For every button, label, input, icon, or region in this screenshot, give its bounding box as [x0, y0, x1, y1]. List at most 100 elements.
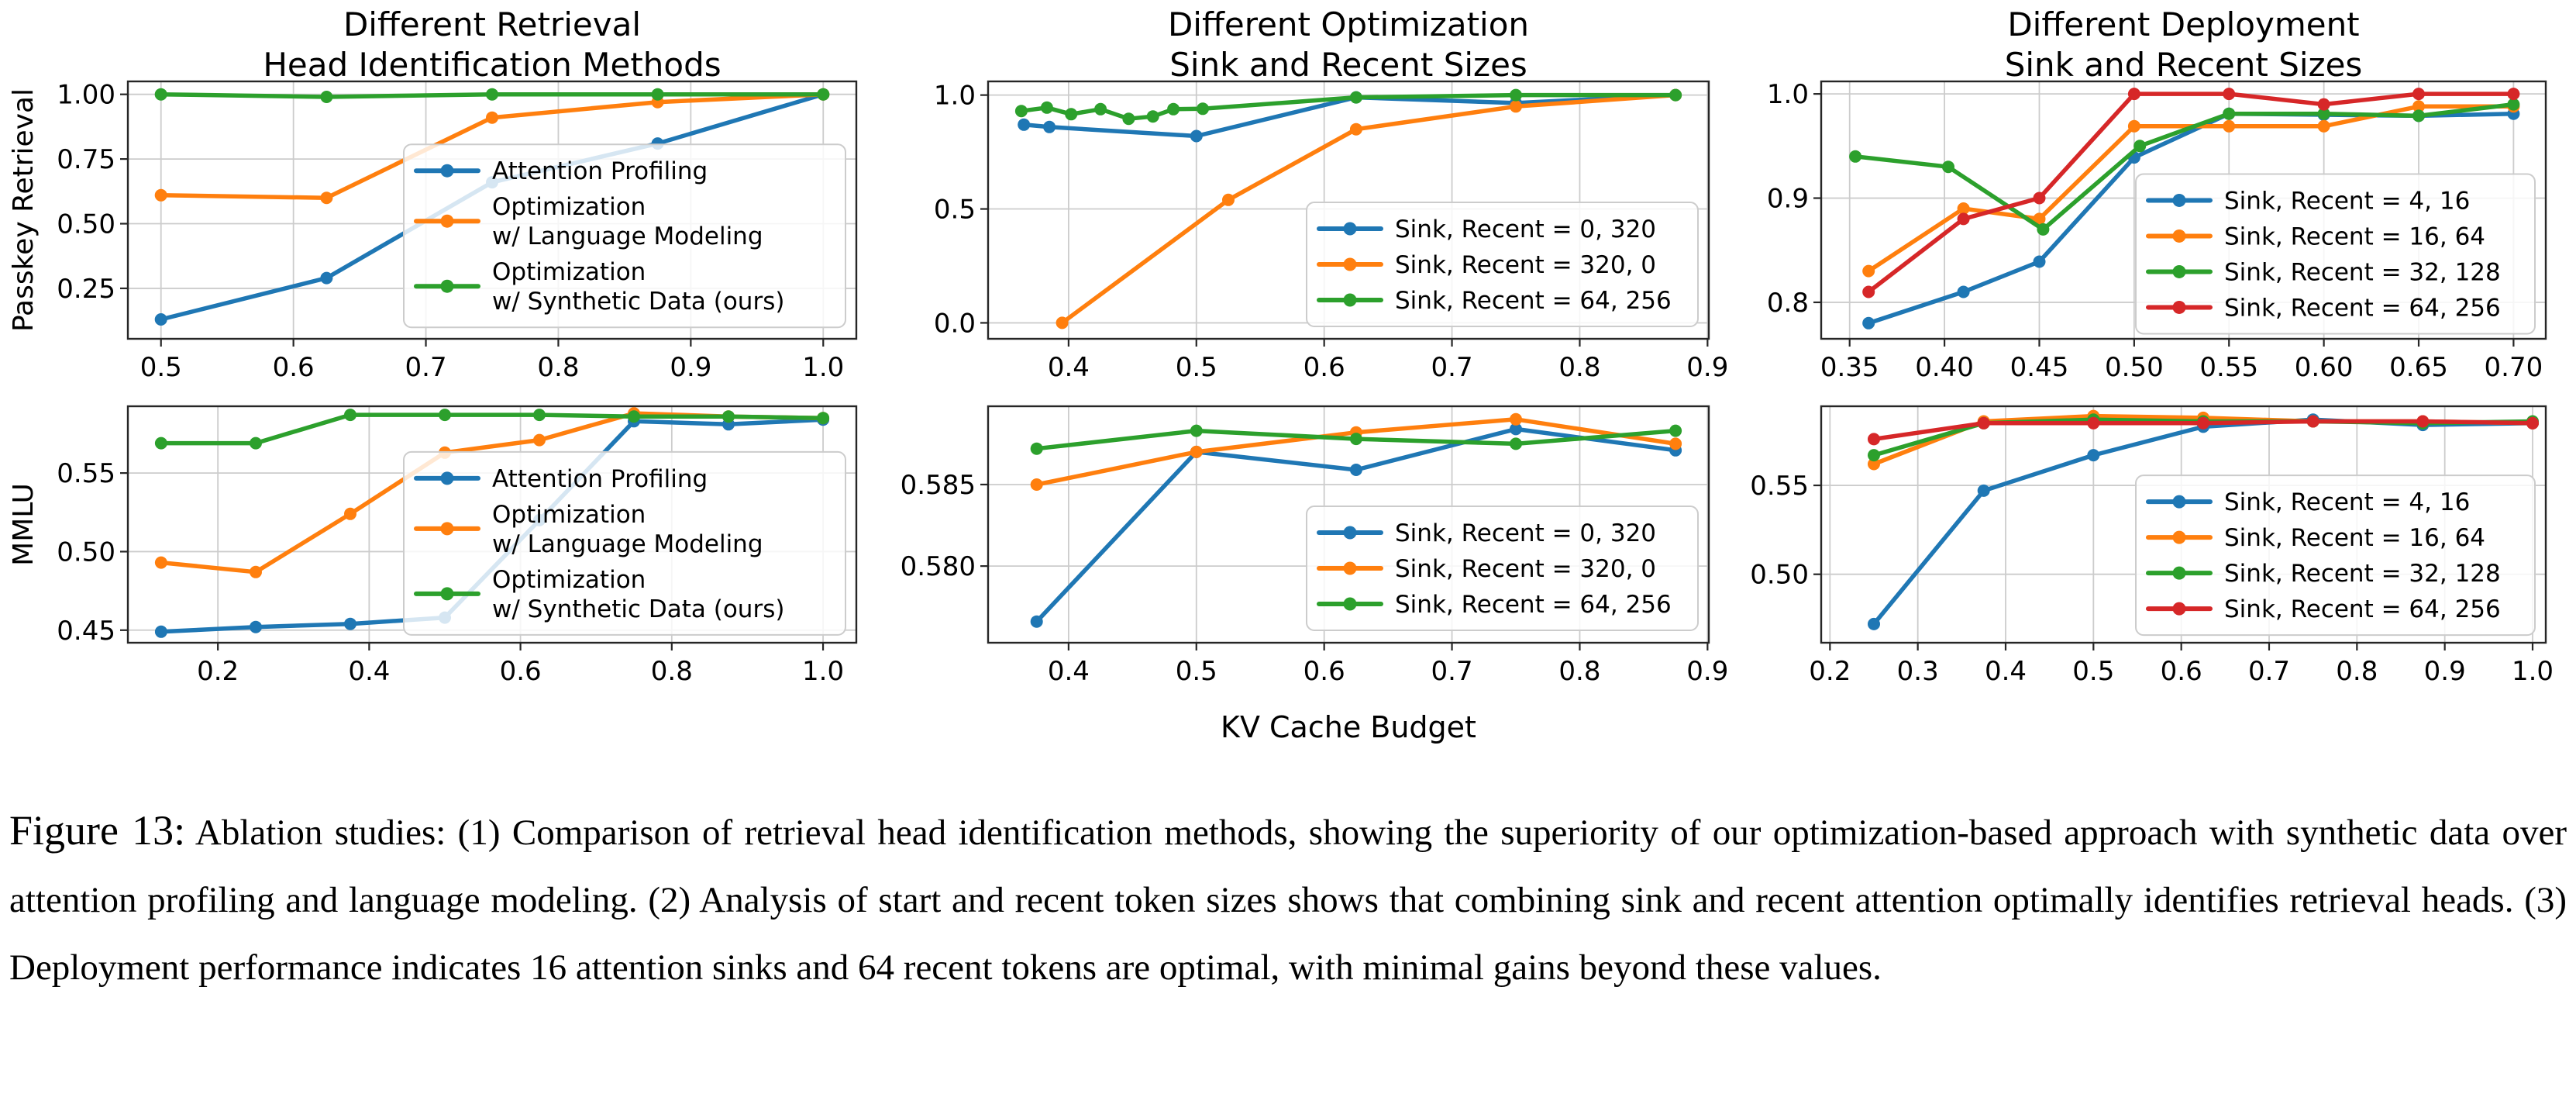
plot-border [1820, 405, 2547, 644]
legend-label: Sink, Recent = 0, 320 [1395, 519, 1656, 547]
y-tick-label: 0.75 [57, 144, 115, 175]
charts-grid: 0.5 0.6 0.7 0.8 0.9 1.0 0.25 0.50 0.75 1.00 Differ… [0, 0, 2576, 758]
x-tick-label: 0.5 [1176, 352, 1217, 383]
legend-marker [1343, 293, 1357, 307]
chart-deployment-sink-recent-passkey: 0.35 0.40 0.45 0.50 0.55 0.60 0.65 0.70 0.8 0.9 1.… [1740, 0, 2576, 400]
legend-label: w/ Synthetic Data (ours) [492, 288, 784, 316]
legend-label: Sink, Recent = 16, 64 [2224, 524, 2485, 552]
figure-caption: Figure 13: Ablation studies: (1) Compari… [0, 797, 2576, 1002]
x-tick-label: 0.6 [2161, 656, 2202, 687]
legend-marker [440, 164, 454, 178]
x-tick-label: 0.35 [1820, 352, 1879, 383]
x-tick-label: 0.65 [2389, 352, 2448, 383]
y-tick-label: 0.580 [901, 551, 976, 582]
legend-label: Attention Profiling [492, 157, 708, 185]
chart-deployment-sink-recent-mmlu: 0.2 0.3 0.4 0.5 0.6 0.7 0.8 0.9 1.0 0.50 0.55 Sink,… [1740, 400, 2576, 758]
legend-marker [2172, 264, 2186, 278]
x-tick-label: 0.8 [537, 352, 579, 383]
legend-label: Optimization [492, 566, 646, 594]
svg-text:Different Retrieval: Different Retrieval [343, 5, 641, 43]
chart-svg: 0.4 0.5 0.6 0.7 0.8 0.9 0.580 0.585 KV Cache Bud… [901, 405, 1729, 744]
y-tick-label: 0.0 [934, 308, 976, 339]
x-tick-label: 0.7 [405, 352, 447, 383]
axis-ticks: 0.5 0.6 0.7 0.8 0.9 1.0 0.25 0.50 0.75 1.00 [57, 80, 844, 383]
x-tick-label: 0.4 [348, 656, 390, 687]
x-tick-label: 0.7 [1431, 352, 1473, 383]
svg-text:Different Optimization: Different Optimization [1168, 5, 1529, 43]
x-tick-label: 1.0 [802, 352, 844, 383]
legend-marker [2172, 530, 2186, 544]
y-tick-label: 1.0 [934, 81, 976, 112]
x-tick-label: 0.8 [2336, 656, 2378, 687]
x-tick-label: 0.6 [500, 656, 542, 687]
legend-marker [2172, 566, 2186, 580]
figure-caption-text: Ablation studies: (1) Comparison of retr… [9, 813, 2567, 988]
y-tick-label: 0.55 [57, 458, 115, 489]
x-tick-label: 0.55 [2199, 352, 2258, 383]
legend-box [2135, 173, 2536, 335]
legend-marker [1343, 561, 1357, 575]
y-tick-label: 1.00 [57, 80, 115, 111]
x-tick-label: 0.2 [1809, 656, 1851, 687]
legend-marker [1343, 597, 1357, 611]
x-tick-label: 0.8 [651, 656, 693, 687]
legend-label: Optimization [492, 193, 646, 221]
x-tick-label: 0.8 [1558, 352, 1600, 383]
legend-marker [440, 471, 454, 485]
chart-svg: 0.2 0.4 0.6 0.8 1.0 0.45 0.50 0.55 MMLU Attention… [8, 405, 858, 687]
plot-border [987, 405, 1710, 644]
legend-box [403, 143, 846, 329]
x-axis-label: KV Cache Budget [1221, 710, 1476, 744]
axis-ticks: 0.2 0.4 0.6 0.8 1.0 0.45 0.50 0.55 [57, 458, 844, 687]
legend-label: Sink, Recent = 64, 256 [2224, 294, 2501, 322]
legend-label: w/ Synthetic Data (ours) [492, 595, 784, 623]
legend-label: Sink, Recent = 4, 16 [2224, 488, 2470, 516]
y-tick-label: 0.50 [57, 537, 115, 568]
plot-border [126, 80, 858, 340]
x-tick-label: 0.2 [197, 656, 239, 687]
y-tick-label: 0.45 [57, 616, 115, 647]
plot-border [1820, 80, 2547, 340]
y-tick-label: 0.5 [934, 195, 976, 226]
x-tick-label: 0.9 [1686, 352, 1728, 383]
legend: Sink, Recent = 0, 320 Sink, Recent = 320,… [1306, 202, 1699, 327]
x-tick-label: 0.7 [1431, 656, 1473, 687]
series-optimization-w-language-modeling [154, 88, 830, 205]
chart-svg: 0.35 0.40 0.45 0.50 0.55 0.60 0.65 0.70 0.8 0.9 1.… [1767, 5, 2547, 383]
legend-label: Sink, Recent = 64, 256 [2224, 595, 2501, 623]
y-tick-label: 0.9 [1767, 184, 1809, 215]
x-tick-label: 0.9 [2424, 656, 2466, 687]
legend: Sink, Recent = 0, 320 Sink, Recent = 320,… [1306, 506, 1699, 631]
legend-label: Sink, Recent = 64, 256 [1395, 591, 1672, 619]
chart-retrieval-head-methods-mmlu: 0.2 0.4 0.6 0.8 1.0 0.45 0.50 0.55 MMLU Attention… [0, 400, 887, 758]
legend-box [1306, 202, 1699, 327]
x-tick-label: 0.4 [1048, 352, 1090, 383]
legend-marker [2172, 602, 2186, 616]
x-tick-label: 0.4 [1048, 656, 1090, 687]
svg-text:Head Identification Methods: Head Identification Methods [263, 46, 721, 84]
legend-marker [440, 279, 454, 293]
axis-ticks: 0.2 0.3 0.4 0.5 0.6 0.7 0.8 0.9 1.0 0.50 0.55 [1750, 471, 2554, 687]
legend-label: Optimization [492, 258, 646, 286]
legend-marker [1343, 526, 1357, 540]
legend-label: Sink, Recent = 16, 64 [2224, 223, 2485, 250]
legend-label: w/ Language Modeling [492, 223, 763, 250]
chart-svg: 0.4 0.5 0.6 0.7 0.8 0.9 0.0 0.5 1.0 Different Opt… [934, 5, 1728, 383]
x-tick-label: 0.70 [2485, 352, 2543, 383]
x-tick-label: 0.6 [1303, 352, 1345, 383]
legend-label: Sink, Recent = 320, 0 [1395, 555, 1656, 583]
y-tick-label: 1.0 [1767, 79, 1809, 110]
legend-marker [440, 522, 454, 536]
legend: Sink, Recent = 4, 16 Sink, Recent = 16, 6… [2135, 474, 2536, 637]
chart-retrieval-head-methods-passkey: 0.5 0.6 0.7 0.8 0.9 1.0 0.25 0.50 0.75 1.00 Differ… [0, 0, 887, 400]
legend-marker [1343, 222, 1357, 236]
legend-marker [2172, 229, 2186, 243]
plot-border [987, 80, 1710, 340]
chart-svg: 0.2 0.3 0.4 0.5 0.6 0.7 0.8 0.9 1.0 0.50 0.55 Sink,… [1750, 405, 2554, 687]
legend-label: Sink, Recent = 320, 0 [1395, 251, 1656, 279]
axis-ticks: 0.4 0.5 0.6 0.7 0.8 0.9 0.580 0.585 [901, 470, 1729, 687]
series-sink-recent-64-256 [1862, 88, 2520, 298]
x-tick-label: 0.60 [2295, 352, 2354, 383]
legend-marker [2172, 193, 2186, 207]
